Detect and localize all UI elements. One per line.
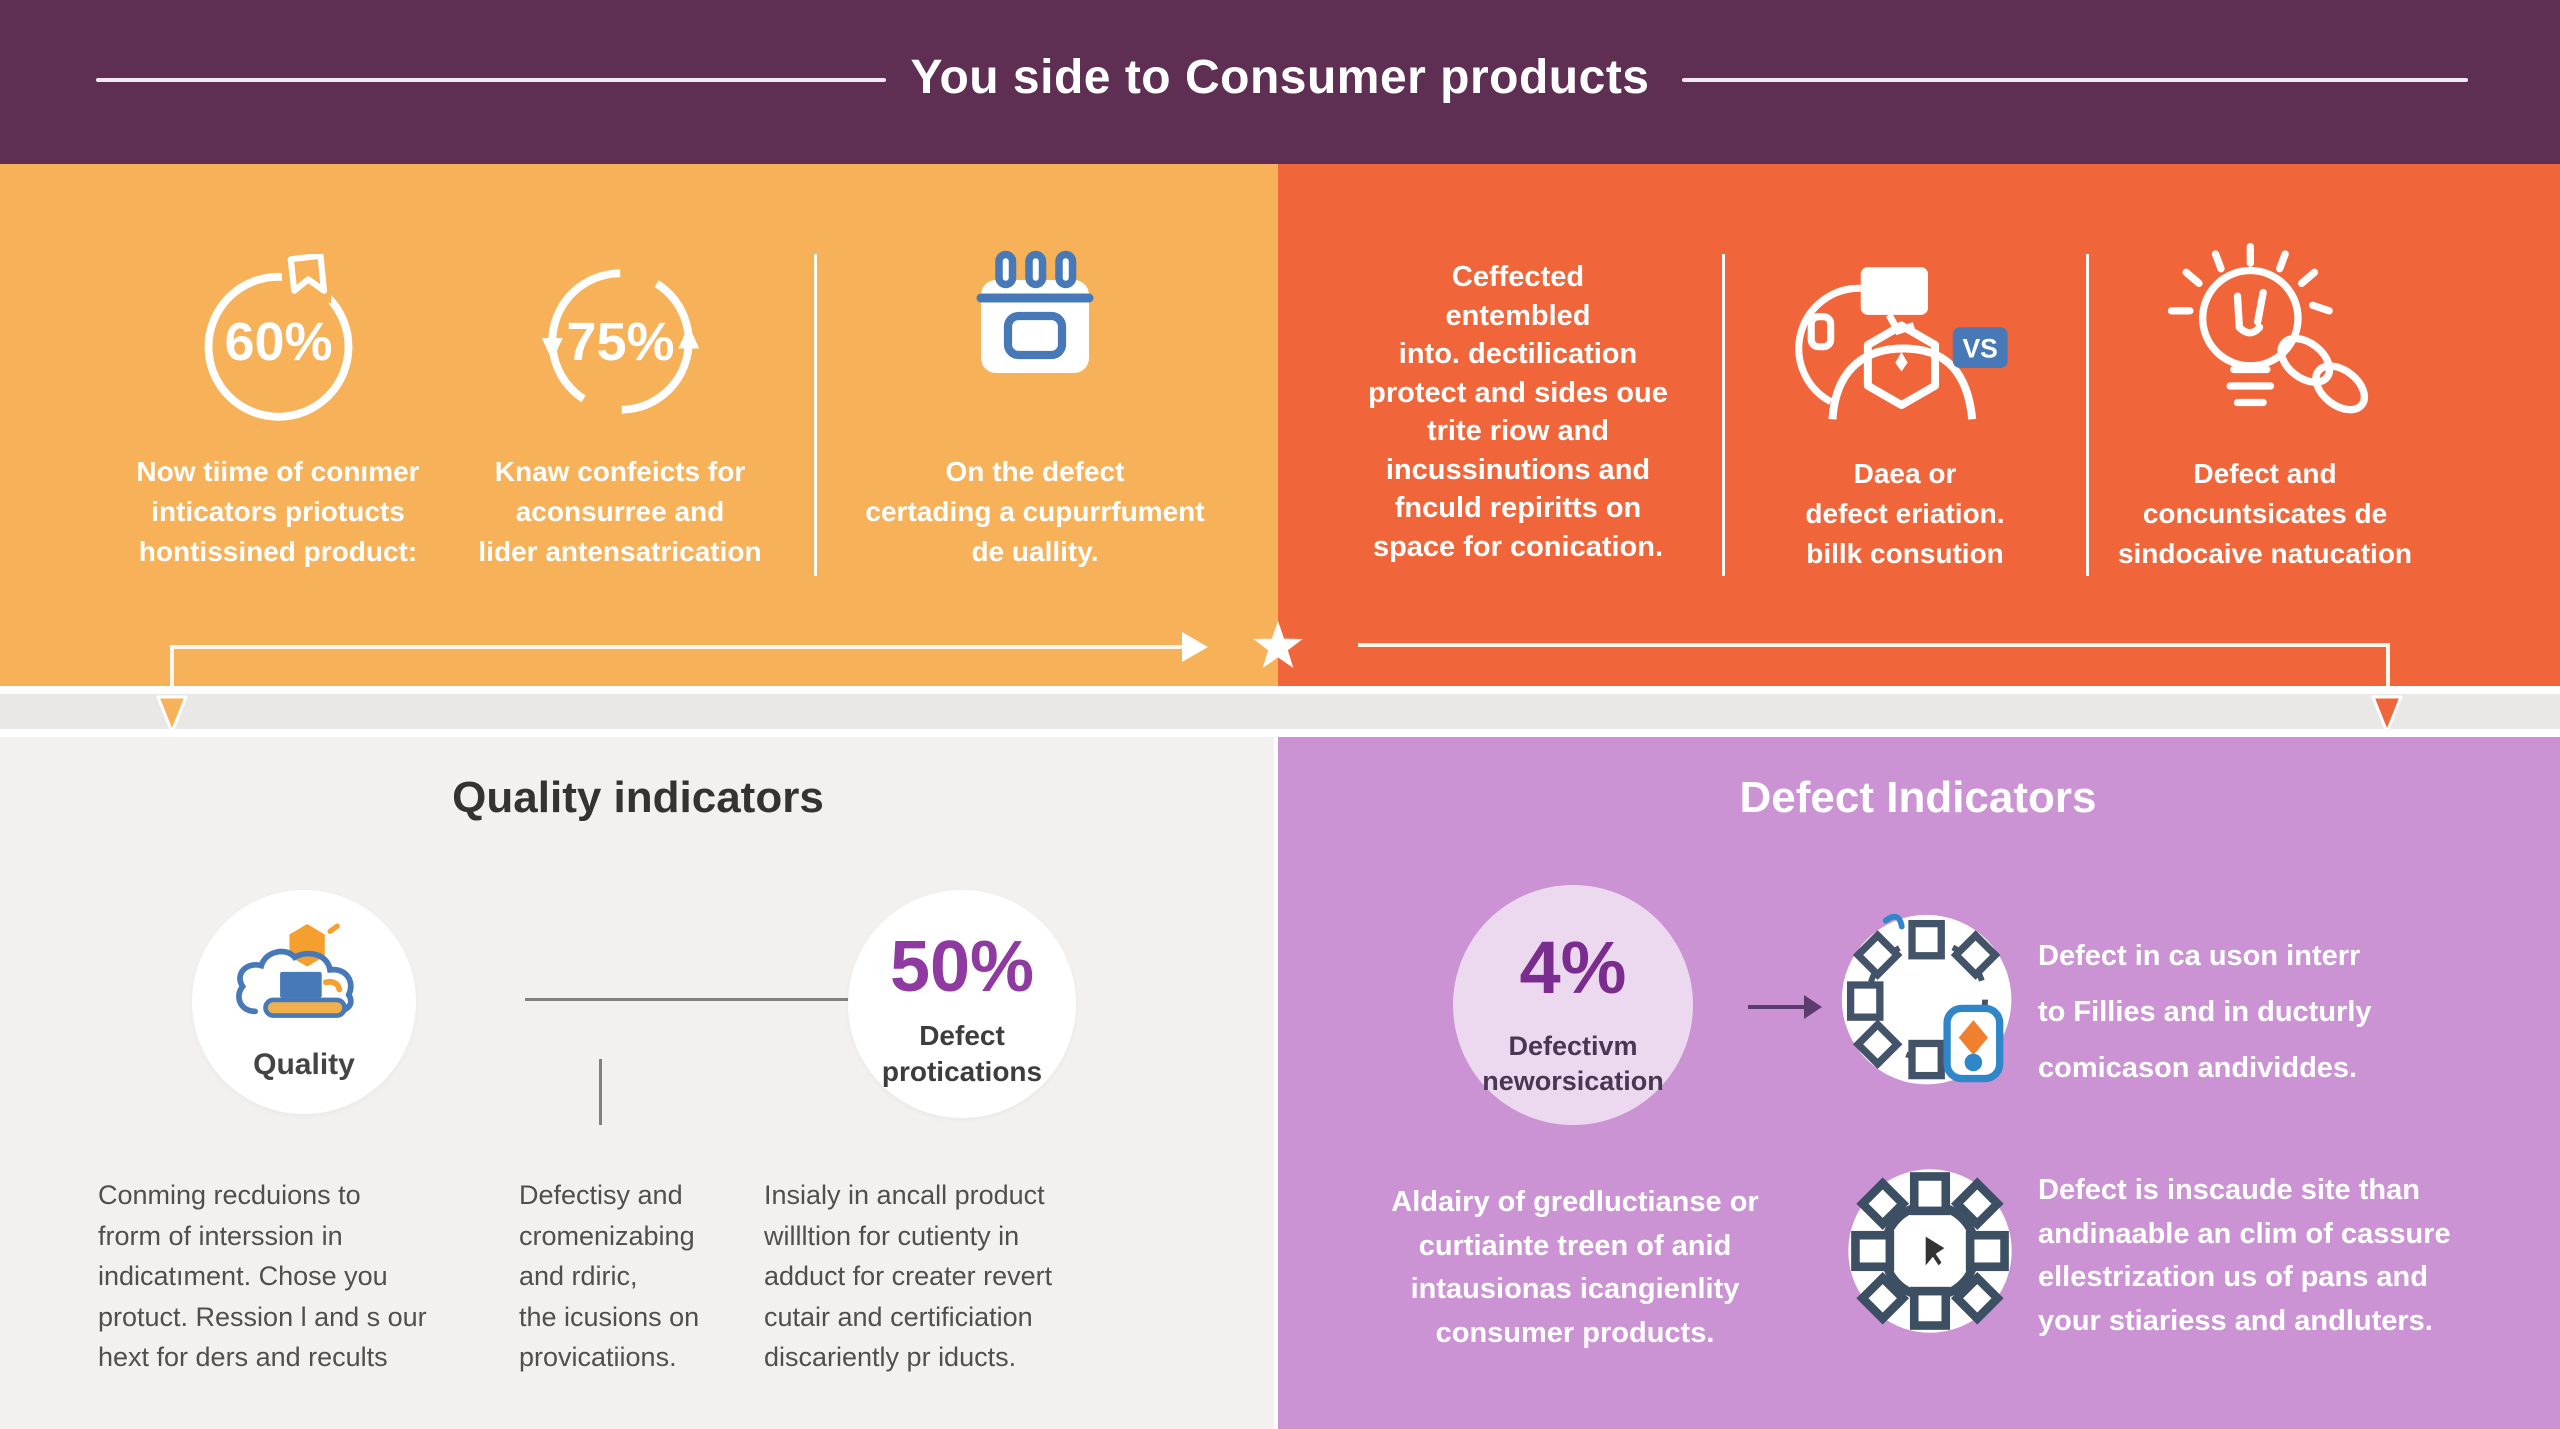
flow-left-vline (170, 645, 174, 705)
person-vs-caption: Daea or defect eriation. billk consution (1805, 458, 2005, 569)
defect-intro-text: Ceffected entembled into. dectilication … (1368, 261, 1668, 563)
defect-heading: Defect Indicators (1739, 773, 2097, 822)
flow-right-hline (1358, 643, 2388, 647)
down-arrowhead-left-icon (156, 695, 188, 734)
flow-right-vline (2386, 643, 2390, 705)
defect-arrowhead-icon (1804, 995, 1822, 1019)
quality-arrow-line (525, 998, 947, 1001)
flow-right-arrowhead-icon (1182, 632, 1208, 662)
page-title: You side to Consumer products (910, 51, 1650, 104)
header-band: You side to Consumer products (0, 0, 2560, 164)
defect-section: Defect Indicators 4% Defectivm neworsica… (1276, 737, 2560, 1429)
stat-50-value: 50% (889, 927, 1035, 1007)
quality-column-2: Defectisy and cromenizabing and rdiric, … (519, 1180, 700, 1372)
quality-circle: Quality (192, 890, 416, 1114)
defect-item-2-text: Defect is inscaude site than andinaable … (2038, 1174, 2451, 1337)
quality-section: Quality indicators Quality 50% Defect pr… (0, 737, 1276, 1429)
top-band-right: Ceffected entembled into. dectilication … (1278, 164, 2560, 705)
lightbulb-caption: Defect and concuntsicates de sindocaive … (2117, 458, 2413, 569)
defect-50-circle: 50% Defect protications (848, 890, 1076, 1118)
gear-cycle-icon (1848, 1169, 2012, 1333)
quality-label: Quality (253, 1048, 355, 1081)
top-band-left: 60% Now tiime of conımer inticators prio… (0, 164, 1278, 705)
person-vs-icon: VS (1795, 267, 2008, 420)
ring-refresh-icon (541, 269, 700, 414)
lightbulb-idea-icon (2167, 243, 2369, 414)
calendar-icon (976, 250, 1094, 373)
stat-50-label: Defect protications (881, 1020, 1043, 1088)
bottom-section-divider (1274, 737, 1278, 1429)
top-band: 60% Now tiime of conımer inticators prio… (0, 164, 2560, 705)
header-rule-right (1682, 78, 2468, 82)
top-separator-2 (1722, 254, 1725, 576)
divider-strip-inner (0, 694, 2560, 729)
quality-heading: Quality indicators (452, 773, 824, 822)
quality-machine-icon (236, 923, 354, 1018)
process-cycle-tag-icon (1841, 913, 2012, 1085)
quality-column-1: Conming recduions to frorm of interssion… (98, 1180, 427, 1372)
vs-badge-label: VS (1963, 333, 1998, 363)
calendar-caption: On the defect certading a cupurrfument d… (865, 456, 1205, 567)
stat-75-value: 75% (566, 311, 675, 372)
stat-75-caption: Knaw confeicts for aconsurree and lider … (478, 456, 762, 567)
stat-4-label: Defectivm neworsication (1482, 1031, 1664, 1097)
top-separator-1 (814, 254, 817, 576)
defect-item-1-text: Defect in ca uson interr to Fillies and … (2038, 940, 2372, 1084)
ring-flag-icon (204, 254, 353, 421)
down-arrowhead-right-icon (2371, 695, 2403, 734)
defect-note-text: Aldairy of gredluctianse or curtiainte t… (1391, 1186, 1759, 1349)
defect-arrow-line (1748, 1005, 1804, 1009)
stat-75-ring: 75% (533, 254, 708, 429)
stat-4-value: 4% (1519, 926, 1627, 1009)
defect-4-circle: 4% Defectivm neworsication (1453, 885, 1693, 1125)
header-rule-left (96, 78, 886, 82)
quality-column-3: Insialy in ancall product willltion for … (764, 1180, 1053, 1372)
flow-left-hline (170, 645, 1182, 649)
stat-60-ring: 60% (191, 254, 366, 429)
stat-60-value: 60% (224, 311, 333, 372)
star-icon (1253, 621, 1303, 668)
quality-tick-line (599, 1059, 602, 1125)
top-separator-3 (2086, 254, 2089, 576)
stat-60-caption: Now tiime of conımer inticators priotuct… (136, 456, 420, 567)
